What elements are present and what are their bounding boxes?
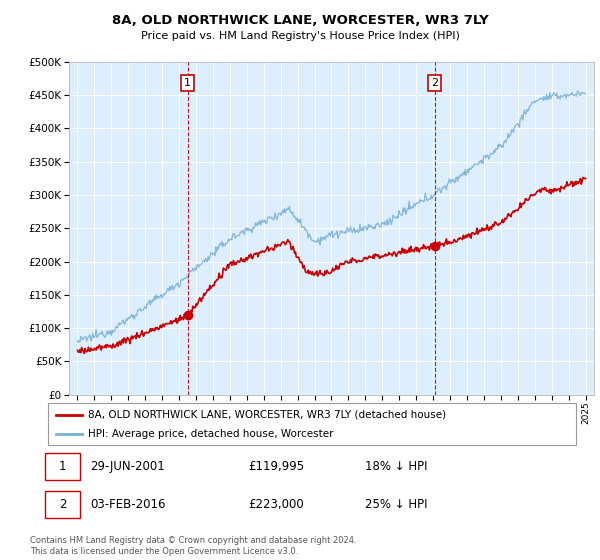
- FancyBboxPatch shape: [46, 454, 80, 480]
- Text: HPI: Average price, detached house, Worcester: HPI: Average price, detached house, Worc…: [88, 429, 333, 439]
- Text: 2: 2: [59, 498, 66, 511]
- FancyBboxPatch shape: [48, 403, 576, 445]
- Text: 18% ↓ HPI: 18% ↓ HPI: [365, 460, 427, 473]
- Text: Contains HM Land Registry data © Crown copyright and database right 2024.
This d: Contains HM Land Registry data © Crown c…: [30, 536, 356, 556]
- Text: 29-JUN-2001: 29-JUN-2001: [90, 460, 165, 473]
- Text: 1: 1: [59, 460, 66, 473]
- Text: £223,000: £223,000: [248, 498, 304, 511]
- Text: £119,995: £119,995: [248, 460, 305, 473]
- FancyBboxPatch shape: [46, 491, 80, 518]
- Text: 03-FEB-2016: 03-FEB-2016: [90, 498, 166, 511]
- Text: 1: 1: [184, 78, 191, 88]
- Text: Price paid vs. HM Land Registry's House Price Index (HPI): Price paid vs. HM Land Registry's House …: [140, 31, 460, 41]
- Text: 8A, OLD NORTHWICK LANE, WORCESTER, WR3 7LY: 8A, OLD NORTHWICK LANE, WORCESTER, WR3 7…: [112, 14, 488, 27]
- Text: 2: 2: [431, 78, 439, 88]
- Text: 8A, OLD NORTHWICK LANE, WORCESTER, WR3 7LY (detached house): 8A, OLD NORTHWICK LANE, WORCESTER, WR3 7…: [88, 409, 446, 419]
- Text: 25% ↓ HPI: 25% ↓ HPI: [365, 498, 427, 511]
